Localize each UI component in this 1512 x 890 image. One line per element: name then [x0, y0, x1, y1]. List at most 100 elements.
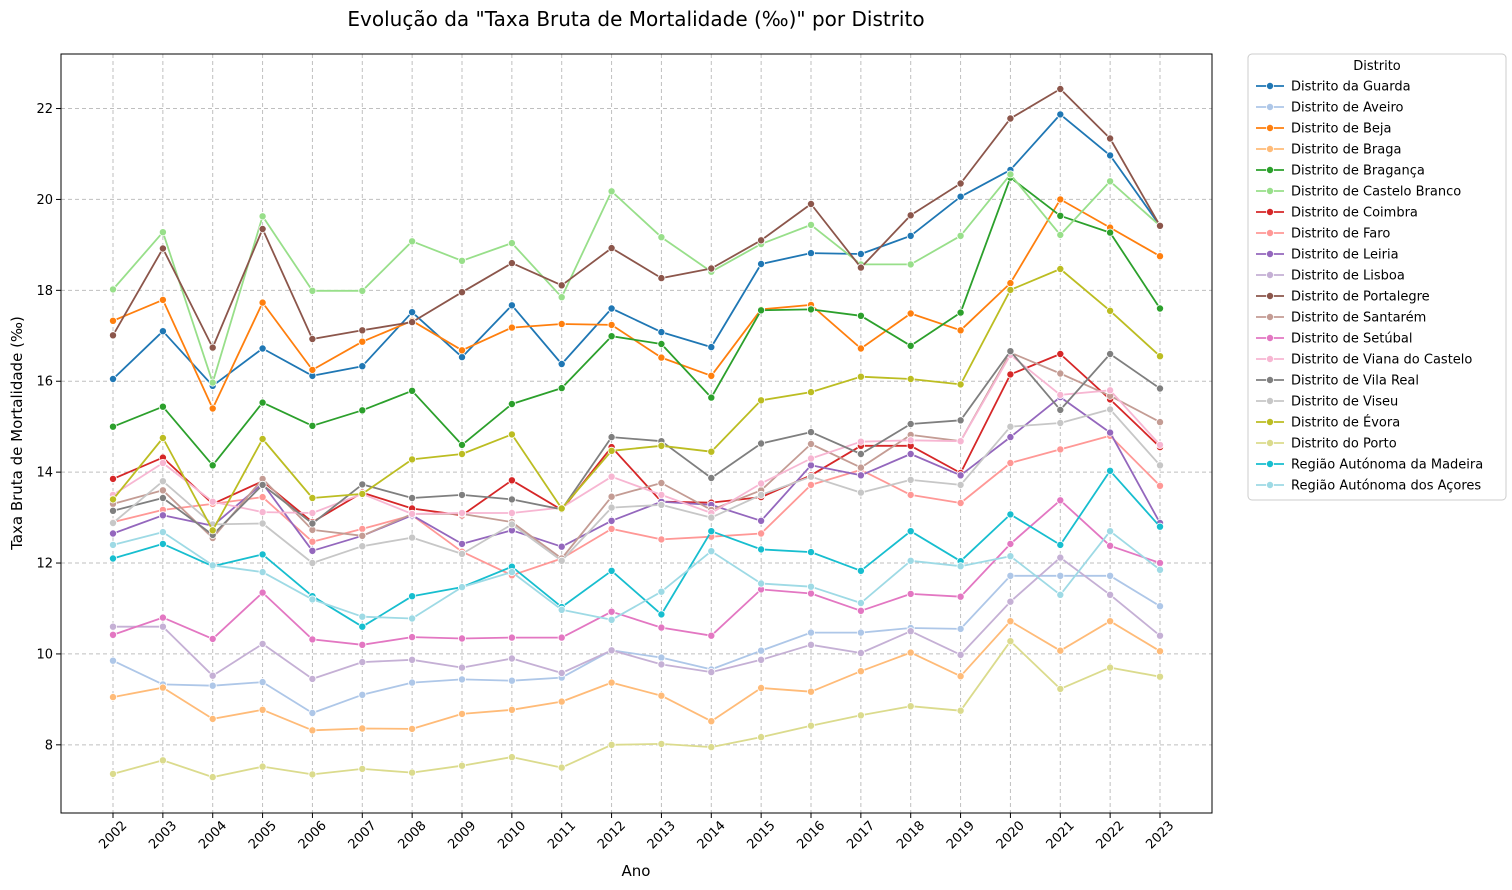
data-point — [1056, 571, 1065, 580]
legend-item: Distrito de Aveiro — [1256, 101, 1404, 116]
data-point — [308, 674, 317, 683]
x-tick-label: 2013 — [645, 818, 679, 852]
series-group — [109, 173, 1165, 470]
data-point — [109, 554, 118, 563]
data-point — [956, 706, 965, 715]
data-point — [657, 478, 666, 487]
data-point — [807, 480, 816, 489]
data-point — [308, 334, 317, 343]
data-point — [956, 192, 965, 201]
data-point — [308, 493, 317, 502]
data-point — [358, 524, 367, 533]
data-point — [158, 433, 167, 442]
series-group — [109, 527, 1165, 624]
legend-label: Distrito de Aveiro — [1291, 101, 1404, 116]
data-point — [757, 579, 766, 588]
data-point — [507, 323, 516, 332]
data-point — [408, 768, 417, 777]
data-point — [1056, 211, 1065, 220]
data-point — [757, 396, 766, 405]
data-point — [158, 327, 167, 336]
data-point — [457, 539, 466, 548]
data-point — [607, 320, 616, 329]
data-point — [308, 508, 317, 517]
data-point — [906, 490, 915, 499]
data-point — [507, 399, 516, 408]
data-point — [1006, 571, 1015, 580]
legend-marker — [1266, 396, 1275, 405]
legend-label: Distrito de Beja — [1291, 122, 1392, 137]
data-point — [1106, 541, 1115, 550]
data-point — [457, 353, 466, 362]
legend-title: Distrito — [1353, 59, 1401, 74]
series-line — [112, 350, 1161, 536]
data-point — [856, 449, 865, 458]
data-point — [1056, 445, 1065, 454]
data-point — [807, 640, 816, 649]
data-point — [1056, 646, 1065, 655]
legend-label: Distrito de Faro — [1291, 227, 1390, 242]
legend-item: Região Autónoma da Madeira — [1256, 458, 1483, 473]
series-line — [112, 434, 1161, 577]
data-point — [1006, 597, 1015, 606]
data-point — [1056, 540, 1065, 549]
data-point — [557, 633, 566, 642]
data-point — [158, 528, 167, 537]
data-point — [258, 298, 267, 307]
data-point — [757, 646, 766, 655]
data-point — [1156, 522, 1165, 531]
grid — [61, 54, 1212, 813]
data-point — [408, 318, 417, 327]
data-point — [109, 540, 118, 549]
data-point — [657, 274, 666, 283]
data-point — [109, 769, 118, 778]
legend-label: Distrito de Lisboa — [1291, 269, 1405, 284]
data-point — [358, 362, 367, 371]
data-point — [308, 770, 317, 779]
data-point — [208, 681, 217, 690]
data-point — [906, 527, 915, 536]
data-point — [1106, 349, 1115, 358]
legend-marker — [1266, 375, 1275, 384]
x-axis: 2002 2003 2004 2005 2006 2007 2008 2009 2010 2011… — [96, 813, 1177, 852]
data-point — [557, 359, 566, 368]
data-point — [308, 595, 317, 604]
series-line — [112, 353, 1161, 515]
data-point — [408, 592, 417, 601]
legend-marker — [1266, 354, 1275, 363]
data-point — [358, 480, 367, 489]
data-point — [457, 346, 466, 355]
data-point — [1156, 481, 1165, 490]
legend-marker — [1266, 417, 1275, 426]
data-point — [208, 404, 217, 413]
data-point — [158, 539, 167, 548]
y-tick-label: 12 — [36, 557, 53, 572]
data-point — [408, 509, 417, 518]
data-point — [457, 508, 466, 517]
data-point — [906, 211, 915, 220]
data-point — [557, 384, 566, 393]
data-point — [258, 519, 267, 528]
data-point — [1056, 349, 1065, 358]
data-point — [109, 316, 118, 325]
legend-marker — [1266, 82, 1275, 91]
data-point — [607, 244, 616, 253]
data-point — [1156, 602, 1165, 611]
data-point — [158, 486, 167, 495]
data-point — [507, 654, 516, 663]
data-point — [807, 472, 816, 481]
data-point — [109, 474, 118, 483]
data-point — [557, 281, 566, 290]
data-point — [906, 231, 915, 240]
data-point — [906, 260, 915, 269]
legend-marker — [1266, 270, 1275, 279]
data-point — [956, 592, 965, 601]
data-point — [757, 733, 766, 742]
data-point — [906, 556, 915, 565]
data-point — [208, 461, 217, 470]
data-point — [906, 374, 915, 383]
data-point — [707, 668, 716, 677]
legend-label: Distrito da Guarda — [1291, 80, 1411, 95]
series-group — [109, 110, 1165, 390]
data-point — [1106, 134, 1115, 143]
